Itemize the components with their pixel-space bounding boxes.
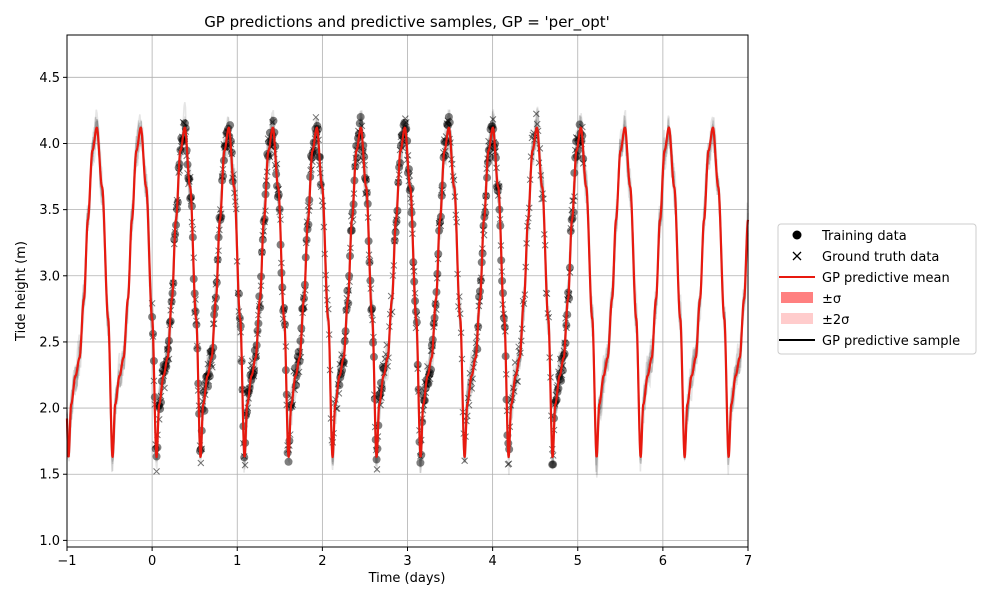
legend-label: GP predictive sample xyxy=(822,334,960,349)
y-tick-label: 2.5 xyxy=(39,335,60,350)
y-tick-label: 1.0 xyxy=(39,534,60,549)
training-point xyxy=(416,458,425,467)
y-tick-label: 4.5 xyxy=(39,71,60,86)
ground-truth-marker xyxy=(373,466,381,473)
y-axis-ticks: 1.0 1.5 2.0 2.5 3.0 3.5 4.0 4.5 xyxy=(39,71,67,549)
ground-truth-marker xyxy=(197,459,205,467)
x-tick-label: −1 xyxy=(57,554,76,569)
y-tick-label: 3.5 xyxy=(39,203,60,218)
x-tick-label: 2 xyxy=(318,554,326,569)
training-point xyxy=(400,118,409,127)
training-point xyxy=(355,119,364,128)
legend-items: Training data Ground truth data GP predict… xyxy=(779,229,960,349)
y-axis-label: Tide height (m) xyxy=(14,241,29,342)
training-point xyxy=(356,112,365,121)
training-point xyxy=(372,455,381,464)
predictive-mean-line xyxy=(65,126,750,459)
legend-marker-circle xyxy=(792,230,802,240)
x-tick-label: 3 xyxy=(403,554,411,569)
y-tick-label: 3.0 xyxy=(39,269,60,284)
legend-box xyxy=(777,223,977,355)
x-tick-label: 0 xyxy=(148,554,156,569)
ground-truth-marker xyxy=(532,110,540,118)
legend-label: GP predictive mean xyxy=(822,271,950,286)
ground-truth-marker xyxy=(312,113,320,121)
training-point xyxy=(549,460,558,469)
x-tick-label: 6 xyxy=(659,554,667,569)
x-tick-label: 5 xyxy=(574,554,582,569)
x-tick-label: 1 xyxy=(233,554,241,569)
predictive-mean xyxy=(65,126,750,459)
ground-truth-marker xyxy=(153,468,160,475)
training-point xyxy=(445,118,454,127)
chart-title: GP predictions and predictive samples, G… xyxy=(204,13,610,32)
x-tick-label: 4 xyxy=(488,554,496,569)
y-tick-label: 4.0 xyxy=(39,137,60,152)
legend-marker-x xyxy=(792,251,802,261)
training-point xyxy=(575,120,584,129)
legend-marker-patch xyxy=(781,313,813,324)
x-axis-ticks: −1 0 1 2 3 4 5 6 7 xyxy=(57,547,752,569)
ground-truth-marker xyxy=(241,461,249,469)
y-tick-label: 2.0 xyxy=(39,402,60,417)
legend-label: ±2σ xyxy=(822,313,849,328)
ground-truth-marker xyxy=(461,457,468,465)
ground-truth-marker xyxy=(505,460,513,468)
legend: Training data Ground truth data GP predict… xyxy=(777,223,977,355)
ground-truth-marker xyxy=(533,120,541,128)
training-point xyxy=(343,286,352,295)
legend-label: ±σ xyxy=(822,292,841,307)
x-axis-label: Time (days) xyxy=(368,571,446,586)
training-point xyxy=(269,116,278,125)
x-tick-label: 7 xyxy=(744,554,752,569)
training-point xyxy=(284,457,293,466)
legend-label: Training data xyxy=(821,229,907,244)
legend-marker-patch xyxy=(781,292,813,303)
y-tick-label: 1.5 xyxy=(39,468,60,483)
ground-truth-marker xyxy=(489,116,497,123)
legend-label: Ground truth data xyxy=(822,250,939,265)
